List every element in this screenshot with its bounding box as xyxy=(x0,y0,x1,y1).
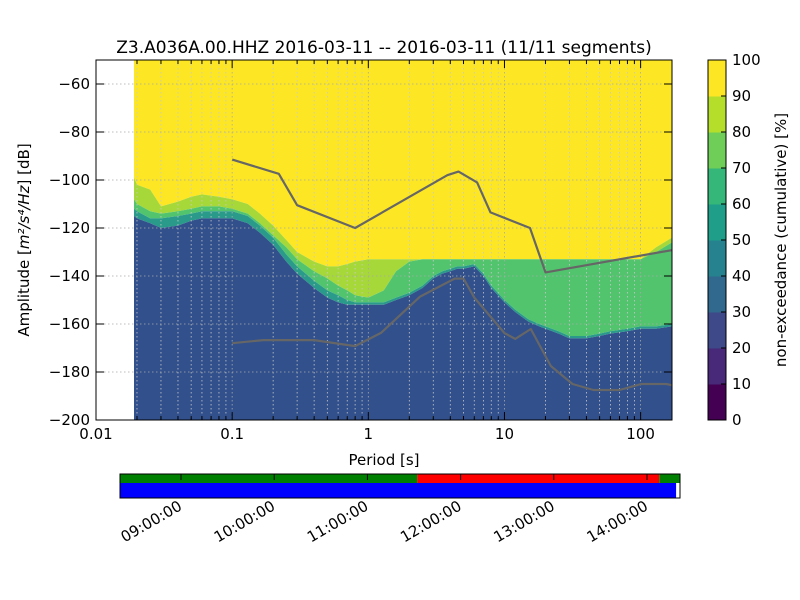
timeline-frame xyxy=(119,473,681,499)
colorbar-cell xyxy=(708,204,726,241)
noise-model-curves xyxy=(231,158,672,392)
y-tick-label: −80 xyxy=(58,123,90,141)
colorbar-cell xyxy=(708,60,726,97)
psd-density-bands xyxy=(134,60,672,420)
high-noise-model-line xyxy=(231,158,672,274)
colorbar-tick-label: 30 xyxy=(732,303,751,321)
band-teal xyxy=(134,208,672,339)
timeline-tick-label: 09:00:00 xyxy=(118,497,185,546)
x-tick-label: 1 xyxy=(364,425,374,443)
y-tick-label: −100 xyxy=(49,171,90,189)
colorbar-cell xyxy=(708,348,726,385)
timeline-tick-label: 14:00:00 xyxy=(584,497,651,546)
chart-title: Z3.A036A.00.HHZ 2016-03-11 -- 2016-03-11… xyxy=(116,38,651,58)
colorbar-tick-label: 60 xyxy=(732,195,751,213)
timeline-tick-label: 11:00:00 xyxy=(304,497,371,546)
colorbar-tick-label: 20 xyxy=(732,339,751,357)
x-tick-label: 100 xyxy=(626,425,655,443)
colorbar-tick-label: 40 xyxy=(732,267,751,285)
y-axis-label-prefix: Amplitude [ xyxy=(15,249,33,337)
band-dark xyxy=(134,216,672,420)
colorbar-cell xyxy=(708,276,726,313)
x-tick-label: 0.1 xyxy=(220,425,244,443)
timeline-status-segment xyxy=(417,474,660,483)
timeline-tick-label: 10:00:00 xyxy=(211,497,278,546)
plot-frame xyxy=(95,59,673,421)
colorbar-label: non-exceedance (cumulative) [%] xyxy=(772,113,790,367)
colorbar-cell xyxy=(708,96,726,133)
y-axis-label-math: m²/s⁴/Hz xyxy=(15,184,33,249)
low-noise-model-line xyxy=(232,277,672,392)
timeline-status-segment xyxy=(120,474,418,483)
y-tick-label: −120 xyxy=(49,219,90,237)
colorbar-tick-label: 10 xyxy=(732,375,751,393)
x-tick-label: 10 xyxy=(495,425,514,443)
colorbar-cells xyxy=(708,60,726,421)
timeline-status-segment xyxy=(659,474,680,483)
y-tick-label: −160 xyxy=(49,315,90,333)
colorbar-tick-label: 90 xyxy=(732,87,751,105)
colorbar-tick-label: 100 xyxy=(732,51,761,69)
colorbar-tick-label: 80 xyxy=(732,123,751,141)
y-tick-label: −60 xyxy=(58,75,90,93)
band-green xyxy=(134,199,672,336)
y-axis-label-suffix: ] [dB] xyxy=(15,143,33,185)
x-axis-label: Period [s] xyxy=(348,451,419,469)
colorbar: 0 10 20 30 40 50 60 70 80 90 100 non-exceedance (c… xyxy=(707,51,790,429)
timeline: 09:00:00 10:00:00 11:00:00 12:00:00 13:00:00… xyxy=(118,473,681,546)
plot-area: 0.01 0.1 1 10 100 −60 −80 −100 −120 −140 −160 −180… xyxy=(49,59,673,443)
colorbar-cell xyxy=(708,312,726,349)
y-tick-label: −180 xyxy=(49,363,90,381)
timeline-tick-label: 12:00:00 xyxy=(397,497,464,546)
timeline-coverage-segment xyxy=(120,483,677,498)
colorbar-cell xyxy=(708,132,726,169)
grid-lines xyxy=(95,60,672,421)
colorbar-tick-label: 50 xyxy=(732,231,751,249)
timeline-tick-label: 13:00:00 xyxy=(490,497,557,546)
y-tick-label: −140 xyxy=(49,267,90,285)
colorbar-cell xyxy=(708,168,726,205)
timeline-bars xyxy=(120,474,680,498)
y-axis-label: Amplitude [m²/s⁴/Hz] [dB] xyxy=(15,143,33,336)
y-axis-ticks: −60 −80 −100 −120 −140 −160 −180 −200 xyxy=(49,75,672,429)
band-yellow xyxy=(134,60,672,267)
colorbar-cell xyxy=(708,240,726,277)
colorbar-tick-label: 0 xyxy=(732,411,742,429)
x-tick-label: 0.01 xyxy=(79,425,112,443)
x-axis-ticks: 0.01 0.1 1 10 100 xyxy=(79,60,655,443)
y-tick-label: −200 xyxy=(49,411,90,429)
colorbar-ticks: 0 10 20 30 40 50 60 70 80 90 100 xyxy=(721,51,761,429)
colorbar-tick-label: 70 xyxy=(732,159,751,177)
colorbar-cell xyxy=(708,384,726,421)
